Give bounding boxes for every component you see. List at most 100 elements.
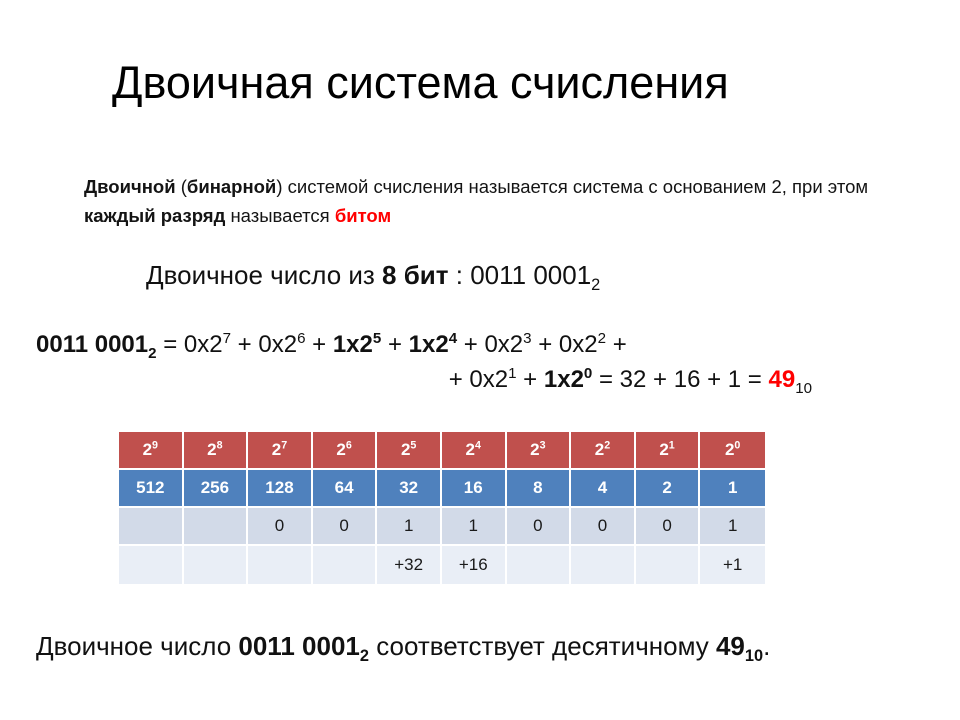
definition-term-bit: битом <box>334 205 392 227</box>
power-base: 2 <box>142 440 153 459</box>
power-exponent: 3 <box>539 439 546 452</box>
equation-term-exponent: 0 <box>583 364 593 382</box>
table-cell <box>312 546 378 584</box>
equation-term-coefficient: 0x2 <box>558 331 598 358</box>
power-exponent: 1 <box>668 439 675 452</box>
conclusion-prefix: Двоичное число <box>36 631 239 661</box>
table-cell: 26 <box>312 432 378 470</box>
table-cell: 512 <box>119 470 184 508</box>
table-cell: 23 <box>506 432 572 470</box>
equation-term: 1x20 <box>544 366 592 393</box>
conclusion-binary-number: 0011 0001 <box>238 631 360 661</box>
power-base: 2 <box>530 440 540 459</box>
equation-terms-line-1: 0x27 + 0x26 + 1x25 + 1x24 + 0x23 + 0x22 <box>184 331 606 358</box>
power-exponent: 9 <box>152 439 158 452</box>
power-base: 2 <box>659 440 669 459</box>
equation-plus-operator: + <box>305 331 333 358</box>
equation-term: 0x27 <box>184 331 231 358</box>
power-base: 2 <box>400 440 411 459</box>
power-exponent: 0 <box>734 439 741 452</box>
definition-paragraph: Двоичной (бинарной) системой счисления н… <box>84 172 884 230</box>
equation-term-exponent: 2 <box>597 330 607 347</box>
table-cell: 24 <box>441 432 507 470</box>
power-exponent: 6 <box>345 439 352 452</box>
equation-term-coefficient: 0x2 <box>469 365 509 393</box>
definition-paren-open: ( <box>175 176 187 197</box>
equation-term-exponent: 5 <box>372 330 382 347</box>
expansion-equation: 0011 00012 = 0x27 + 0x26 + 1x25 + 1x24 +… <box>36 328 816 398</box>
table-cell: 29 <box>119 432 184 470</box>
table-row-decimal-values: 512 256 128 64 32 16 8 4 2 1 <box>119 470 765 508</box>
power-exponent: 2 <box>604 439 611 452</box>
table-cell: 1 <box>441 508 507 546</box>
equation-leading-plus: + <box>448 365 470 393</box>
table-body: 29 28 27 26 25 24 23 22 21 20 512 256 128 64 32 16 8 4 2 1 0… <box>119 432 765 584</box>
equation-plus-operator: + <box>231 331 259 358</box>
equation-term-exponent: 7 <box>222 330 231 347</box>
equation-terms-line-2: 0x21 + 1x20 <box>469 366 592 393</box>
power-exponent: 4 <box>475 439 481 452</box>
example-binary-number: 0011 0001 <box>470 260 592 290</box>
equation-lhs-number: 0011 0001 <box>36 331 149 358</box>
equation-term-exponent: 6 <box>297 330 306 347</box>
equation-term-coefficient: 1x2 <box>408 331 449 358</box>
power-base: 2 <box>724 440 735 459</box>
table-cell <box>506 546 572 584</box>
definition-body-text: ) системой счисления называется система … <box>276 176 869 197</box>
equation-line-2: + 0x21 + 1x20 = 32 + 16 + 1 = 4910 <box>36 363 816 398</box>
table-cell: 25 <box>377 432 442 470</box>
conclusion-line: Двоичное число 0011 00012 соответствует … <box>36 631 926 666</box>
equation-term-coefficient: 0x2 <box>183 331 223 358</box>
table-cell: 2 <box>635 470 701 508</box>
definition-term-binary-f: Двоичной <box>84 176 176 197</box>
table-cell <box>119 508 184 546</box>
table-cell: 0 <box>248 508 313 546</box>
power-exponent: 8 <box>216 439 223 452</box>
equation-term-coefficient: 0x2 <box>258 331 298 358</box>
equation-term-coefficient: 1x2 <box>543 365 584 393</box>
equation-sum-expression: = 32 + 16 + 1 = <box>592 365 769 393</box>
table-cell: 8 <box>506 470 572 508</box>
equation-plus-operator: + <box>381 331 409 358</box>
example-separator: : <box>448 260 471 290</box>
table-cell: 21 <box>635 432 701 470</box>
conclusion-middle-text: соответствует десятичному <box>368 631 716 661</box>
equation-term-coefficient: 1x2 <box>332 331 373 358</box>
equation-plus-operator: + <box>457 331 485 358</box>
table-cell <box>571 546 636 584</box>
equation-term: 0x21 <box>469 366 516 393</box>
powers-of-two-table: 29 28 27 26 25 24 23 22 21 20 512 256 128 64 32 16 8 4 2 1 0… <box>119 432 765 584</box>
equation-plus-operator: + <box>531 331 559 358</box>
power-exponent: 5 <box>410 439 417 452</box>
table-cell <box>248 546 313 584</box>
equation-equals-sign: = <box>156 331 184 358</box>
table-cell: 0 <box>635 508 701 546</box>
table-cell: 16 <box>441 470 507 508</box>
table-cell: 0 <box>506 508 572 546</box>
equation-term: 1x25 <box>333 331 381 358</box>
definition-term-each-digit: каждый разряд <box>84 205 226 227</box>
equation-lhs-base: 2 <box>148 344 157 362</box>
table-cell: +1 <box>700 546 765 584</box>
equation-line-1: 0011 00012 = 0x27 + 0x26 + 1x25 + 1x24 +… <box>36 328 816 363</box>
definition-term-binary-alt: бинарной <box>186 176 277 197</box>
table-cell <box>635 546 701 584</box>
page-title: Двоичная система счисления <box>112 57 729 108</box>
conclusion-period: . <box>763 631 771 661</box>
table-cell: 0 <box>571 508 636 546</box>
table-cell <box>183 508 249 546</box>
table-cell: +16 <box>441 546 507 584</box>
table-cell <box>119 546 184 584</box>
equation-term-exponent: 3 <box>523 330 532 347</box>
equation-result-value: 49 <box>768 365 796 393</box>
power-exponent: 7 <box>281 439 288 452</box>
conclusion-binary-base: 2 <box>359 647 369 666</box>
table-cell: 1 <box>700 470 765 508</box>
example-prefix: Двоичное число из <box>146 260 383 290</box>
table-cell: 128 <box>248 470 313 508</box>
table-cell: 32 <box>377 470 442 508</box>
table-row-powers: 29 28 27 26 25 24 23 22 21 20 <box>119 432 765 470</box>
power-base: 2 <box>336 440 346 459</box>
